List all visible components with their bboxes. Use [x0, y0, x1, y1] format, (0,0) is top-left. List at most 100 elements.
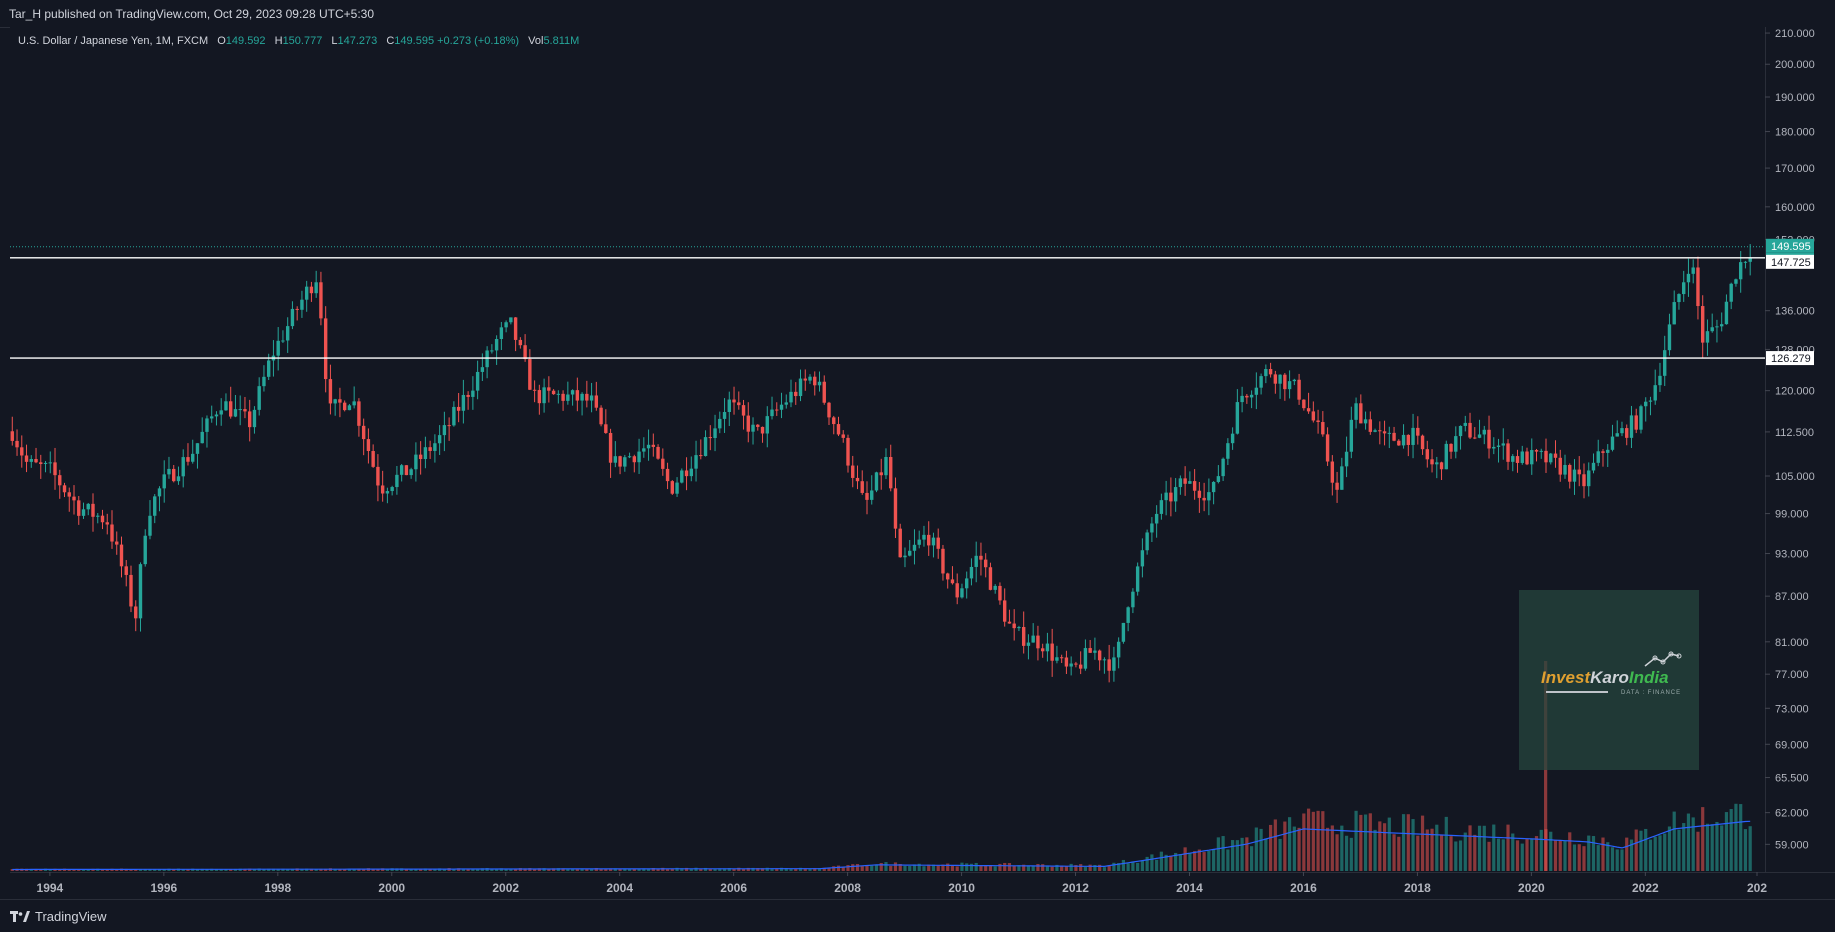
candle-body	[105, 522, 109, 525]
volume-bar	[309, 868, 314, 871]
candle-body	[34, 458, 38, 463]
candle-body	[993, 585, 997, 590]
volume-bar	[756, 868, 760, 871]
candle-body	[1083, 648, 1088, 669]
candle-body	[1121, 622, 1126, 642]
candle-body	[1458, 425, 1463, 437]
volume-bar	[1069, 863, 1073, 871]
candle-body	[1634, 415, 1638, 430]
candle-body	[1078, 664, 1083, 669]
candle-body	[927, 534, 931, 546]
candle-body	[300, 299, 304, 310]
lower-line-label: 126.279	[1771, 353, 1811, 365]
candle-body	[81, 509, 86, 516]
volume-bar	[1387, 817, 1391, 871]
candle-body	[380, 485, 385, 494]
candle-body	[257, 386, 261, 410]
candle-body	[91, 503, 95, 517]
volume-bar	[1231, 840, 1235, 871]
volume-bar	[143, 869, 147, 871]
volume-bar	[941, 864, 945, 871]
volume-bar	[642, 868, 646, 871]
candle-body	[1705, 331, 1710, 343]
y-tick-label: 73.000	[1775, 703, 1809, 715]
volume-bar	[457, 868, 461, 871]
volume-bar	[1620, 849, 1624, 871]
candle-body	[376, 466, 380, 486]
volume-bar	[181, 869, 185, 871]
volume-bar	[1520, 843, 1524, 871]
volume-bar	[1083, 867, 1088, 871]
volume-bar	[1392, 834, 1396, 871]
candle-body	[1544, 450, 1548, 463]
tradingview-brand[interactable]: TradingView	[10, 909, 107, 924]
candle-body	[689, 468, 693, 477]
volume-bar	[1634, 829, 1638, 871]
volume-bar	[1739, 804, 1743, 871]
candle-body	[718, 418, 722, 429]
volume-bar	[537, 868, 541, 871]
candle-body	[1278, 374, 1282, 384]
y-tick-label: 210.000	[1775, 28, 1815, 40]
candle-body	[1420, 435, 1425, 450]
candle-body	[1591, 462, 1596, 471]
candle-body	[599, 407, 603, 425]
volume-bar	[10, 869, 14, 871]
candle-body	[523, 345, 527, 360]
volume-bar	[722, 868, 727, 871]
volume-bar	[1463, 832, 1467, 871]
candle-body	[746, 415, 750, 432]
publisher-bar: Tar_H published on TradingView.com, Oct …	[0, 0, 1835, 28]
volume-bar	[1150, 854, 1154, 871]
volume-bar	[205, 869, 209, 871]
volume-bar	[499, 868, 503, 871]
high-label: H	[274, 35, 283, 47]
volume-bar	[1117, 863, 1121, 871]
volume-bar	[1287, 817, 1292, 871]
candle-body	[1283, 374, 1287, 390]
volume-bar	[846, 865, 850, 871]
candle-body	[1677, 294, 1681, 303]
volume-bar	[1734, 803, 1738, 871]
candle-body	[452, 406, 456, 426]
candle-body	[1164, 492, 1168, 501]
candle-body	[1183, 478, 1187, 484]
volume-bar	[1558, 840, 1562, 871]
volume-bar	[680, 868, 684, 871]
candle-body	[186, 457, 190, 462]
candle-body	[423, 447, 428, 460]
candle-body	[1672, 302, 1676, 325]
volume-bar	[461, 868, 465, 871]
candle-body	[950, 579, 955, 584]
volume-bar	[490, 868, 494, 871]
volume-bar	[646, 868, 651, 871]
candle-body	[1587, 470, 1591, 487]
volume-bar	[1501, 839, 1505, 871]
candle-body	[651, 444, 656, 447]
volume-bar	[267, 868, 271, 871]
candle-body	[1306, 408, 1311, 412]
candle-body	[1558, 457, 1562, 475]
candle-body	[713, 428, 717, 438]
candle-body	[1349, 419, 1354, 452]
candle-body	[1378, 430, 1382, 432]
volume-bar	[1591, 836, 1596, 871]
candle-body	[1511, 456, 1515, 462]
candle-body	[1492, 446, 1496, 449]
volume-bar	[1340, 825, 1344, 871]
volume-bar	[998, 863, 1002, 871]
volume-bar	[1701, 807, 1705, 871]
close-value: 149.595	[394, 35, 435, 47]
upper-line-label: 147.725	[1771, 257, 1811, 269]
candle-body	[632, 456, 637, 463]
volume-bar	[262, 869, 266, 871]
watermark-underline	[1546, 691, 1608, 693]
volume-bar	[879, 863, 883, 871]
volume-bar	[917, 863, 921, 871]
volume-bar	[1325, 827, 1330, 871]
volume-bar	[1382, 823, 1387, 871]
volume-bar	[1330, 825, 1334, 871]
y-tick-label: 77.000	[1775, 669, 1809, 681]
candle-body	[1325, 434, 1330, 462]
x-tick-label: 2016	[1290, 881, 1317, 895]
